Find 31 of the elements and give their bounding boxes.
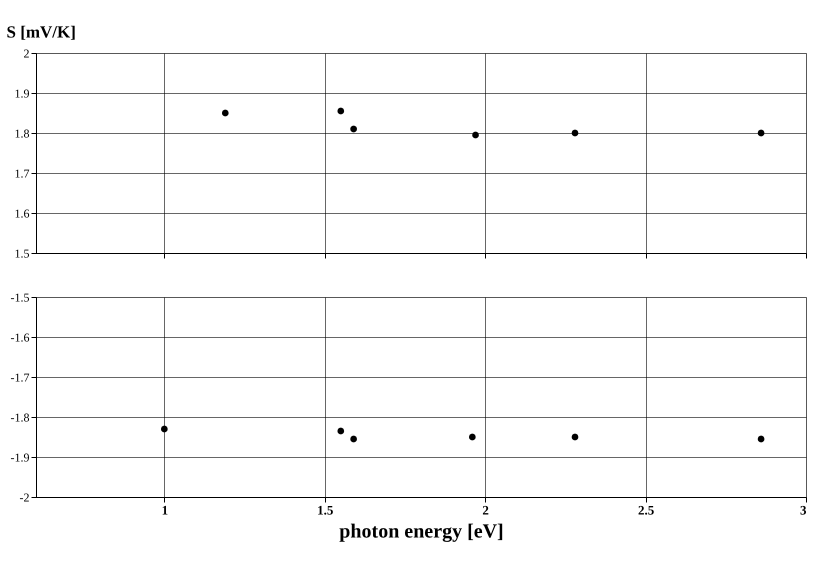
y-tick-label: 1.8 bbox=[14, 126, 30, 140]
x-axis-title: photon energy [eV] bbox=[339, 520, 504, 542]
y-tick-label: -1.5 bbox=[10, 290, 30, 304]
point bbox=[350, 436, 357, 442]
x-tick-label: 2.5 bbox=[638, 502, 655, 518]
y-tick-label: 1.6 bbox=[14, 206, 30, 220]
y-tick-label: 1.7 bbox=[14, 166, 30, 180]
point bbox=[758, 130, 764, 136]
point bbox=[468, 434, 476, 440]
point bbox=[337, 428, 344, 434]
point bbox=[222, 110, 229, 116]
x-tick-label: 1 bbox=[162, 502, 168, 518]
y-tick-label: -1.6 bbox=[10, 330, 30, 344]
y-tick-label: 1.9 bbox=[14, 86, 30, 100]
point bbox=[350, 126, 357, 132]
point bbox=[572, 130, 578, 136]
y-tick-label: -1.7 bbox=[10, 370, 30, 384]
y-tick-label: -1.9 bbox=[10, 450, 30, 464]
x-tick-label: 3 bbox=[800, 502, 807, 518]
y-tick-label: 1.5 bbox=[14, 246, 30, 260]
point bbox=[472, 132, 479, 138]
point bbox=[758, 436, 764, 442]
y-tick-label: 2 bbox=[24, 46, 30, 60]
point bbox=[337, 108, 344, 114]
y-tick-label: -2 bbox=[20, 490, 30, 504]
x-tick-label: 1.5 bbox=[317, 502, 334, 518]
point bbox=[160, 426, 168, 432]
y-tick-label: -1.8 bbox=[10, 410, 30, 424]
y-axis-title: S [mV/K] bbox=[6, 22, 76, 42]
x-tick-label: 2 bbox=[482, 502, 489, 518]
point bbox=[572, 434, 578, 440]
